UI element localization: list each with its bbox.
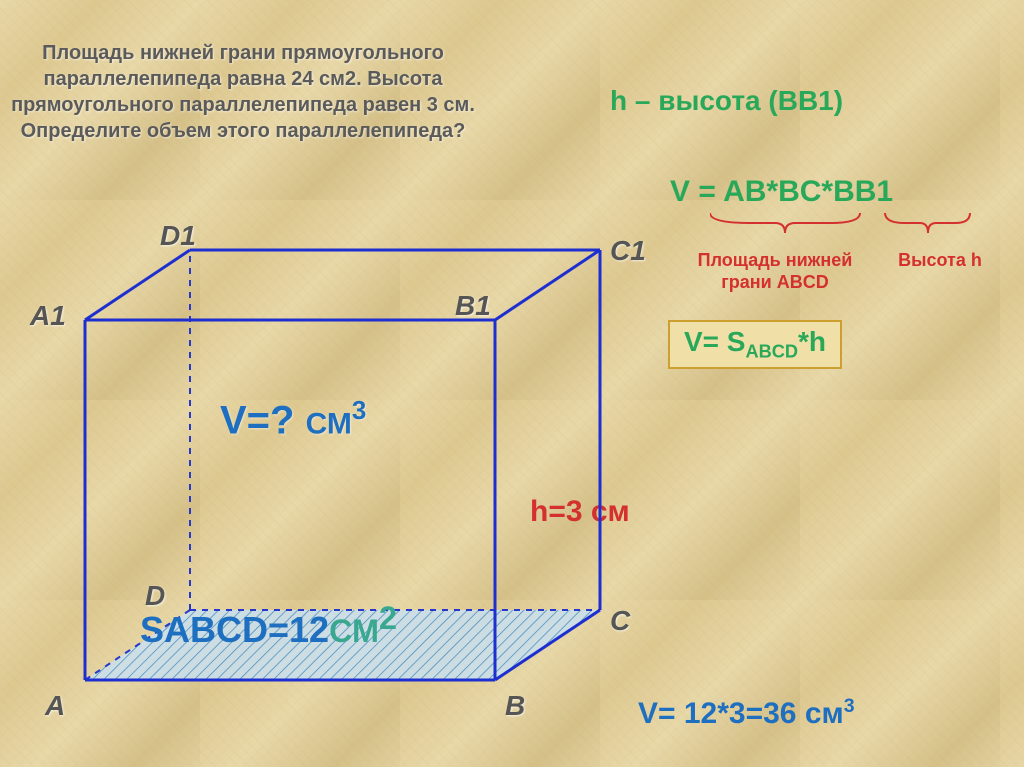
vertex-C: C [610,605,630,637]
height-definition: h – высота (BB1) [610,85,843,117]
vertex-C1: C1 [610,235,646,267]
vq-unit: СМ [306,407,352,440]
vertex-B: B [505,690,525,722]
box-svg [55,230,635,730]
formula-subscript: ABCD [745,342,798,362]
formula-suffix: *h [798,326,826,357]
volume-question: V=? СМ3 [220,395,366,443]
formula-prefix: V= S [684,326,745,357]
result-calculation: V= 12*3=36 см3 [638,695,855,731]
brace-label-area: Площадь нижней грани ABCD [685,250,865,293]
brace-label-height: Высота h [895,250,985,272]
vertex-D1: D1 [160,220,196,252]
vertex-A: A [45,690,65,722]
vertex-B1: B1 [455,290,491,322]
result-text: V= 12*3=36 см [638,697,844,730]
formula-braces [710,208,1000,248]
sabcd-prefix: SABCD=12 [140,609,329,650]
problem-statement: Площадь нижней грани прямоугольного пара… [8,40,478,144]
vertex-A1: A1 [30,300,66,332]
volume-formula-boxed: V= SABCD*h [668,320,842,369]
sabcd-sup: 2 [379,600,397,636]
vq-prefix: V=? [220,398,306,442]
parallelepiped-diagram: A B C D A1 B1 C1 D1 V=? СМ3 SABCD=12СМ2 [55,230,635,710]
volume-formula: V = AB*BC*BB1 [670,175,893,209]
result-sup: 3 [844,695,855,717]
sabcd-unit: СМ [329,613,379,649]
base-area-label: SABCD=12СМ2 [140,600,397,651]
vq-sup: 3 [352,395,366,425]
